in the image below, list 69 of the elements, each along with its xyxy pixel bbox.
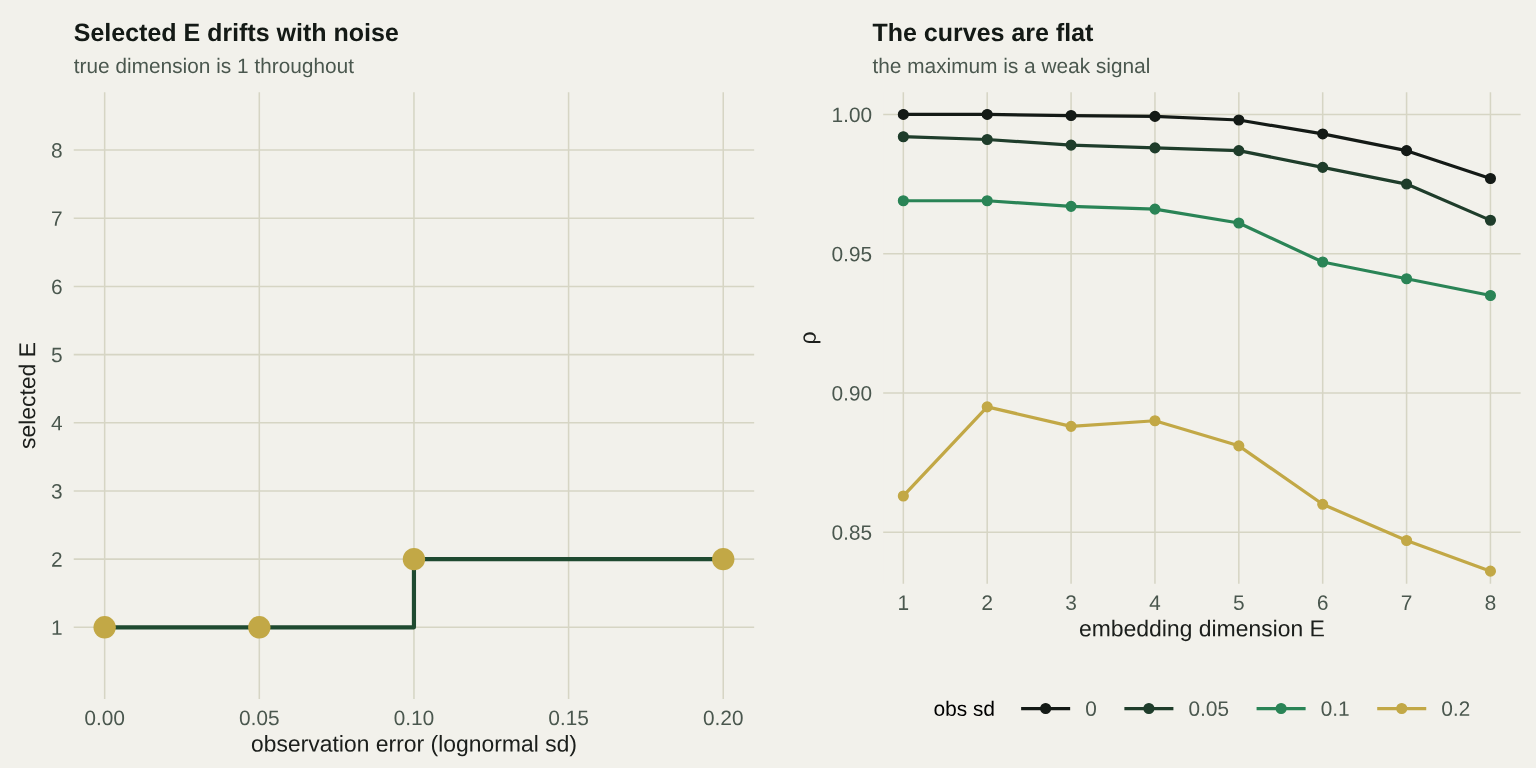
legend-label: 0.1 — [1321, 701, 1349, 717]
x-tick-label: 0.10 — [394, 710, 434, 726]
point — [1401, 145, 1413, 157]
x-tick-label: 4 — [1149, 595, 1161, 610]
point — [981, 401, 993, 413]
legend-label: 0.2 — [1442, 701, 1470, 717]
y-tick-label: 8 — [51, 143, 62, 158]
point — [1317, 498, 1329, 510]
point — [981, 195, 993, 207]
x-tick-label: 0.20 — [703, 710, 743, 726]
y-tick-label: 4 — [51, 416, 63, 431]
y-tick-label: 1 — [52, 620, 62, 635]
point — [1065, 139, 1077, 151]
point — [1233, 114, 1245, 126]
point — [1149, 142, 1161, 154]
point — [897, 108, 909, 120]
point — [1317, 256, 1329, 268]
y-axis-title: selected E — [18, 343, 36, 449]
x-tick-label: 7 — [1401, 595, 1412, 610]
point — [1484, 214, 1497, 226]
x-tick-label: 0.00 — [85, 710, 125, 726]
y-tick-label: 2 — [52, 552, 62, 567]
chart-subtitle: the maximum is a weak signal — [872, 57, 1149, 78]
y-tick-label: 1.00 — [833, 107, 872, 123]
point — [1065, 109, 1077, 122]
point — [1065, 200, 1077, 212]
y-tick-label: 0.85 — [832, 525, 872, 540]
y-axis-title: ρ — [803, 332, 821, 343]
x-tick-label: 8 — [1485, 595, 1496, 611]
point — [1149, 203, 1161, 215]
point — [1317, 128, 1329, 140]
point — [1401, 273, 1413, 285]
x-axis-title: embedding dimension E — [1079, 619, 1324, 642]
y-tick-label: 7 — [52, 211, 62, 226]
y-tick-label: 3 — [51, 483, 62, 499]
point — [1149, 415, 1161, 427]
x-tick-label: 0.05 — [239, 710, 279, 726]
point — [897, 195, 909, 207]
point — [1233, 440, 1245, 452]
point — [1233, 145, 1245, 157]
chart-title: The curves are flat — [872, 22, 1094, 42]
point — [897, 131, 909, 143]
point — [897, 490, 909, 502]
chart-subtitle: true dimension is 1 throughout — [74, 57, 354, 78]
point — [1149, 110, 1161, 122]
legend-label: 0 — [1086, 701, 1096, 717]
x-tick-label: 6 — [1317, 595, 1328, 611]
legend-title: obs sd — [934, 700, 994, 717]
x-tick-label: 0.15 — [549, 710, 588, 726]
point — [981, 108, 993, 120]
x-tick-label: 1 — [899, 595, 909, 610]
point — [1233, 217, 1245, 229]
point — [1065, 420, 1077, 432]
x-axis-title: observation error (lognormal sd) — [251, 734, 576, 757]
x-tick-label: 2 — [982, 595, 992, 610]
x-tick-label: 3 — [1066, 595, 1076, 611]
point — [1317, 161, 1329, 173]
point — [1484, 565, 1497, 577]
y-tick-label: 5 — [51, 347, 62, 363]
point — [1401, 178, 1413, 190]
point — [1484, 289, 1497, 302]
chart-title: Selected E drifts with noise — [74, 22, 398, 42]
point — [1484, 172, 1497, 185]
point — [1401, 534, 1413, 547]
y-tick-label: 6 — [52, 279, 62, 295]
y-tick-label: 0.90 — [832, 385, 872, 401]
x-tick-label: 5 — [1233, 595, 1244, 611]
point — [981, 133, 993, 146]
y-tick-label: 0.95 — [832, 246, 872, 262]
